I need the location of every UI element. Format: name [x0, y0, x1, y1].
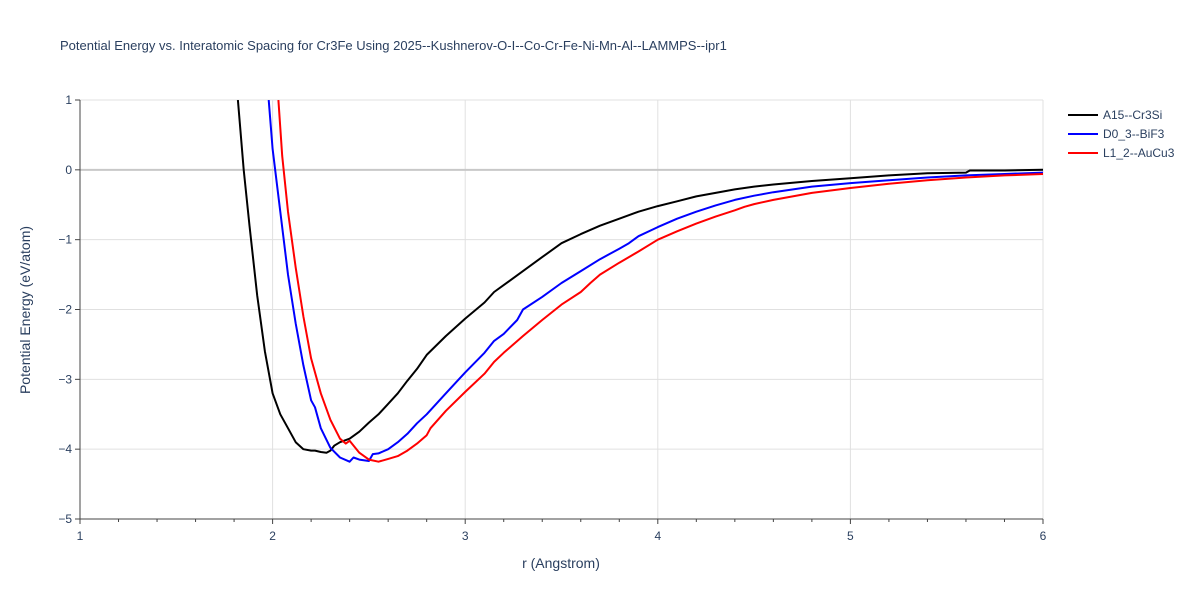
axes: [75, 99, 1044, 524]
x-axis-title: r (Angstrom): [522, 555, 600, 571]
x-tick-label: 2: [269, 529, 276, 543]
legend-label: D0_3--BiF3: [1103, 127, 1165, 141]
legend-item[interactable]: L1_2--AuCu3: [1068, 146, 1175, 160]
x-tick-label: 5: [847, 529, 854, 543]
y-tick-label: 0: [65, 163, 72, 177]
chart-title: Potential Energy vs. Interatomic Spacing…: [60, 38, 727, 53]
legend-label: A15--Cr3Si: [1103, 108, 1162, 122]
y-tick-label: −4: [58, 442, 72, 456]
legend: A15--Cr3Si D0_3--BiF3 L1_2--AuCu3: [1068, 108, 1175, 160]
x-tick-label: 1: [77, 529, 84, 543]
x-axis-ticks: 1 2 3 4 5 6: [77, 529, 1047, 543]
x-tick-label: 4: [654, 529, 661, 543]
y-tick-label: −2: [58, 303, 72, 317]
series-line-1: [267, 100, 1043, 463]
legend-label: L1_2--AuCu3: [1103, 146, 1175, 160]
y-axis-title: Potential Energy (eV/atom): [17, 226, 33, 394]
y-tick-label: 1: [65, 93, 72, 107]
x-tick-label: 6: [1040, 529, 1047, 543]
y-tick-label: −1: [58, 233, 72, 247]
gridlines: [80, 99, 1044, 519]
y-tick-label: −5: [58, 512, 72, 526]
legend-item[interactable]: A15--Cr3Si: [1068, 108, 1162, 122]
series-lines: [236, 100, 1043, 463]
x-tick-label: 3: [462, 529, 469, 543]
legend-item[interactable]: D0_3--BiF3: [1068, 127, 1165, 141]
y-axis-ticks: −5 −4 −3 −2 −1 0 1: [58, 93, 72, 526]
series-line-0: [236, 100, 1043, 454]
series-line-2: [277, 100, 1043, 463]
y-tick-label: −3: [58, 372, 72, 386]
